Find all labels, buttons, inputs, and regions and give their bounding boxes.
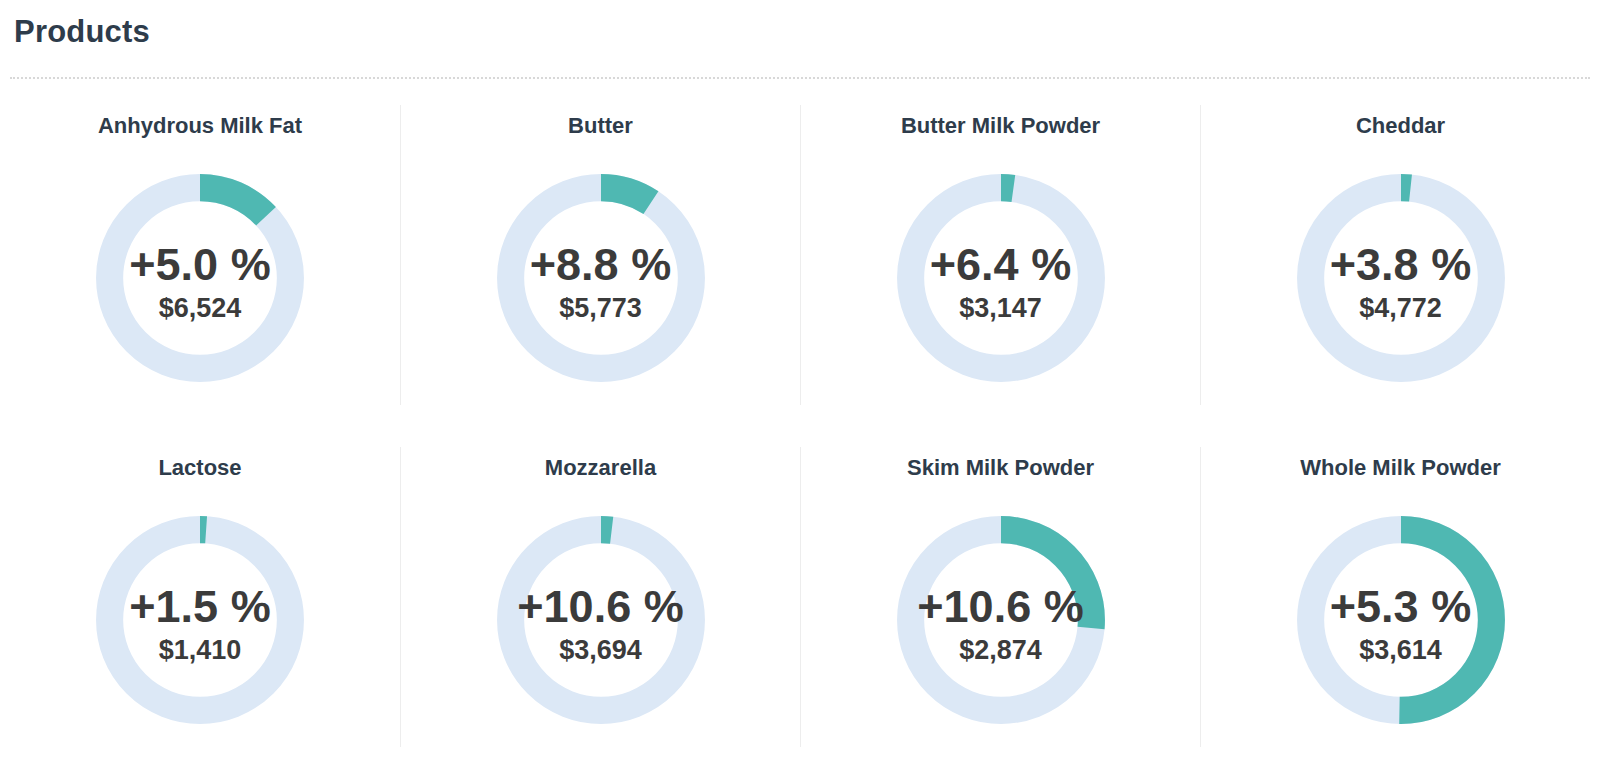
donut-chart: +5.3 % $3,614 [1288,507,1514,733]
donut-ring [87,507,313,733]
donut-chart: +8.8 % $5,773 [488,165,714,391]
page-title: Products [14,12,1600,52]
product-name: Anhydrous Milk Fat [98,113,302,139]
donut-ring [87,165,313,391]
product-card-cheddar[interactable]: Cheddar +3.8 % $4,772 [1200,105,1600,405]
donut-chart: +1.5 % $1,410 [87,507,313,733]
product-name: Cheddar [1356,113,1445,139]
product-card-butter[interactable]: Butter +8.8 % $5,773 [400,105,800,405]
product-name: Butter [568,113,633,139]
donut-chart: +10.6 % $2,874 [888,507,1114,733]
product-name: Skim Milk Powder [907,455,1094,481]
donut-ring [488,507,714,733]
product-name: Whole Milk Powder [1300,455,1500,481]
donut-ring [888,507,1114,733]
donut-ring [888,165,1114,391]
product-card-whole-milk-powder[interactable]: Whole Milk Powder +5.3 % $3,614 [1200,447,1600,747]
page-header: Products [0,0,1600,52]
products-grid: Anhydrous Milk Fat +5.0 % $6,524 Butter … [0,79,1600,747]
donut-chart: +5.0 % $6,524 [87,165,313,391]
product-card-lactose[interactable]: Lactose +1.5 % $1,410 [0,447,400,747]
donut-chart: +10.6 % $3,694 [488,507,714,733]
donut-ring [1288,507,1514,733]
donut-ring [488,165,714,391]
product-name: Butter Milk Powder [901,113,1100,139]
product-card-skim-milk-powder[interactable]: Skim Milk Powder +10.6 % $2,874 [800,447,1200,747]
product-name: Lactose [158,455,241,481]
product-card-mozzarella[interactable]: Mozzarella +10.6 % $3,694 [400,447,800,747]
donut-chart: +6.4 % $3,147 [888,165,1114,391]
product-name: Mozzarella [545,455,656,481]
donut-ring [1288,165,1514,391]
donut-chart: +3.8 % $4,772 [1288,165,1514,391]
product-card-anhydrous-milk-fat[interactable]: Anhydrous Milk Fat +5.0 % $6,524 [0,105,400,405]
product-card-butter-milk-powder[interactable]: Butter Milk Powder +6.4 % $3,147 [800,105,1200,405]
